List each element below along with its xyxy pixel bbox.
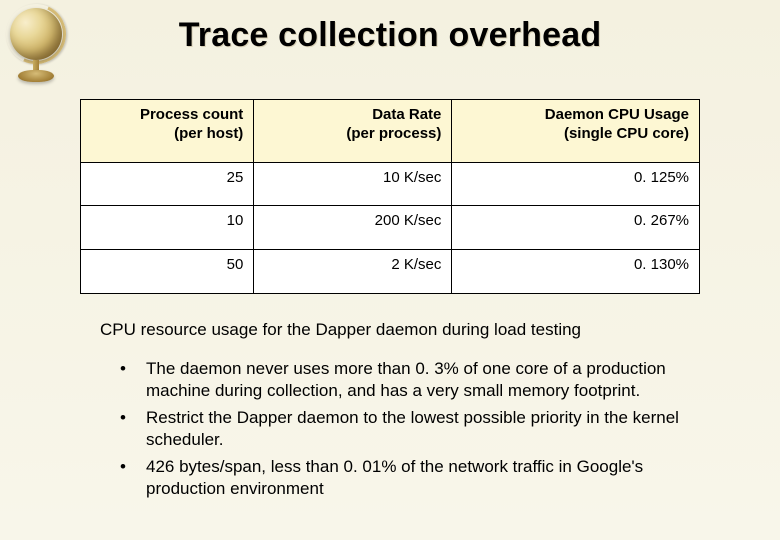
cell: 0. 130% xyxy=(452,250,700,294)
col-header-cpu-usage: Daemon CPU Usage (single CPU core) xyxy=(452,100,700,163)
table-caption: CPU resource usage for the Dapper daemon… xyxy=(100,320,720,340)
col-header-process-count: Process count (per host) xyxy=(81,100,254,163)
slide-title: Trace collection overhead xyxy=(0,0,780,55)
cell: 25 xyxy=(81,162,254,206)
cell: 0. 267% xyxy=(452,206,700,250)
table-body: 25 10 K/sec 0. 125% 10 200 K/sec 0. 267%… xyxy=(81,162,700,293)
cell: 10 K/sec xyxy=(254,162,452,206)
col-header-data-rate: Data Rate (per process) xyxy=(254,100,452,163)
overhead-table: Process count (per host) Data Rate (per … xyxy=(80,99,700,294)
globe-icon xyxy=(4,2,68,90)
cell: 50 xyxy=(81,250,254,294)
list-item: Restrict the Dapper daemon to the lowest… xyxy=(120,407,720,452)
list-item: The daemon never uses more than 0. 3% of… xyxy=(120,358,720,403)
table-row: 10 200 K/sec 0. 267% xyxy=(81,206,700,250)
table-row: 25 10 K/sec 0. 125% xyxy=(81,162,700,206)
cell: 200 K/sec xyxy=(254,206,452,250)
cell: 10 xyxy=(81,206,254,250)
cell: 0. 125% xyxy=(452,162,700,206)
list-item: 426 bytes/span, less than 0. 01% of the … xyxy=(120,456,720,501)
bullet-list: The daemon never uses more than 0. 3% of… xyxy=(120,358,720,501)
table-row: 50 2 K/sec 0. 130% xyxy=(81,250,700,294)
cell: 2 K/sec xyxy=(254,250,452,294)
